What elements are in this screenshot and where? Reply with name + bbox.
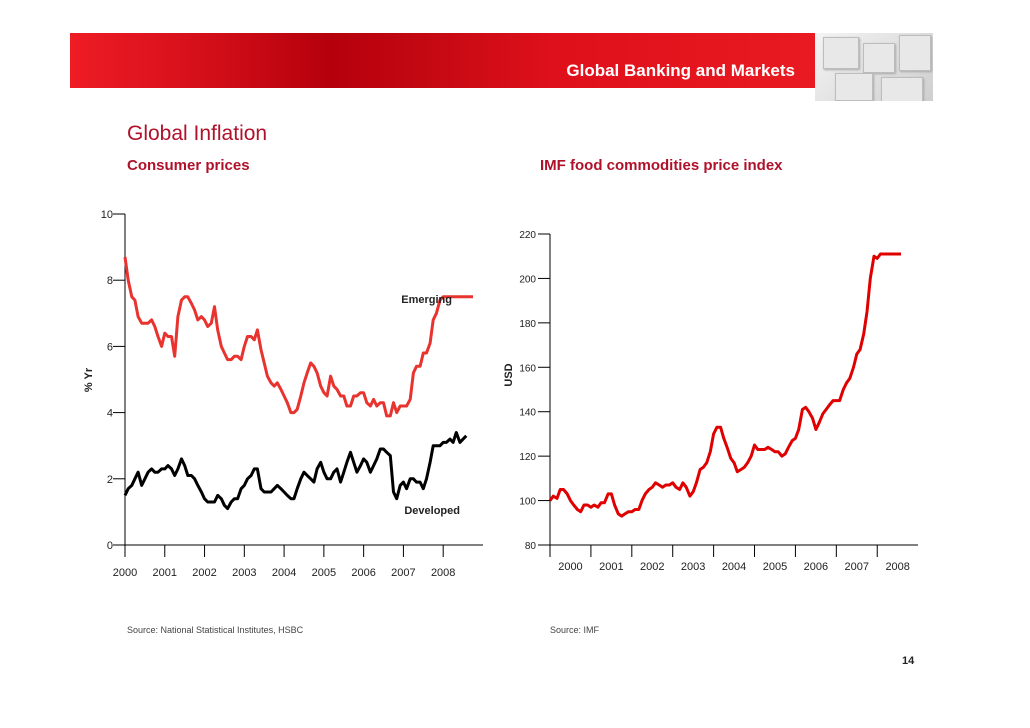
x-tick-label: 2002 bbox=[192, 567, 216, 579]
x-tick-label: 2004 bbox=[272, 567, 296, 579]
page-number: 14 bbox=[902, 655, 915, 667]
x-tick-label: 2000 bbox=[113, 567, 137, 579]
series-label-emerging: Emerging bbox=[401, 294, 452, 306]
x-tick-label: 2001 bbox=[599, 561, 623, 573]
puzzle-pieces-icon bbox=[815, 33, 933, 101]
x-tick-label: 2005 bbox=[763, 561, 787, 573]
series-line-emerging bbox=[123, 256, 473, 418]
x-tick-label: 2007 bbox=[845, 561, 869, 573]
x-tick-label: 2005 bbox=[312, 567, 336, 579]
header-banner: Global Banking and Markets bbox=[70, 33, 815, 88]
left-source-note: Source: National Statistical Institutes,… bbox=[127, 625, 304, 635]
series-label-developed: Developed bbox=[404, 505, 460, 517]
x-tick-label: 2004 bbox=[722, 561, 746, 573]
y-tick-label: 120 bbox=[519, 452, 536, 463]
y-tick-label: 10 bbox=[101, 209, 113, 221]
x-tick-label: 2000 bbox=[558, 561, 582, 573]
x-tick-label: 2006 bbox=[351, 567, 375, 579]
x-tick-label: 2008 bbox=[885, 561, 909, 573]
y-tick-label: 4 bbox=[107, 408, 113, 420]
x-tick-label: 2001 bbox=[153, 567, 177, 579]
y-tick-label: 0 bbox=[107, 540, 113, 552]
x-tick-label: 2007 bbox=[391, 567, 415, 579]
y-axis-label: USD bbox=[503, 363, 515, 386]
y-axis-label: % Yr bbox=[83, 367, 95, 392]
y-tick-label: 80 bbox=[525, 541, 537, 552]
x-tick-label: 2008 bbox=[431, 567, 455, 579]
y-tick-label: 200 bbox=[519, 274, 536, 285]
consumer-prices-title: Consumer prices bbox=[127, 157, 250, 174]
y-tick-label: 160 bbox=[519, 363, 536, 374]
y-tick-label: 100 bbox=[519, 497, 536, 508]
y-tick-label: 6 bbox=[107, 341, 113, 353]
x-tick-label: 2006 bbox=[804, 561, 828, 573]
y-tick-label: 180 bbox=[519, 319, 536, 330]
x-tick-label: 2003 bbox=[681, 561, 705, 573]
right-source-note: Source: IMF bbox=[550, 625, 600, 635]
series-line-food bbox=[548, 252, 901, 518]
banner-title: Global Banking and Markets bbox=[566, 61, 795, 80]
y-tick-label: 2 bbox=[107, 474, 113, 486]
x-tick-label: 2003 bbox=[232, 567, 256, 579]
y-tick-label: 8 bbox=[107, 275, 113, 287]
x-tick-label: 2002 bbox=[640, 561, 664, 573]
series-line-developed bbox=[123, 431, 468, 511]
y-tick-label: 220 bbox=[519, 230, 536, 241]
page-heading: Global Inflation bbox=[127, 122, 268, 145]
food-index-title: IMF food commodities price index bbox=[540, 157, 783, 174]
y-tick-label: 140 bbox=[519, 408, 536, 419]
